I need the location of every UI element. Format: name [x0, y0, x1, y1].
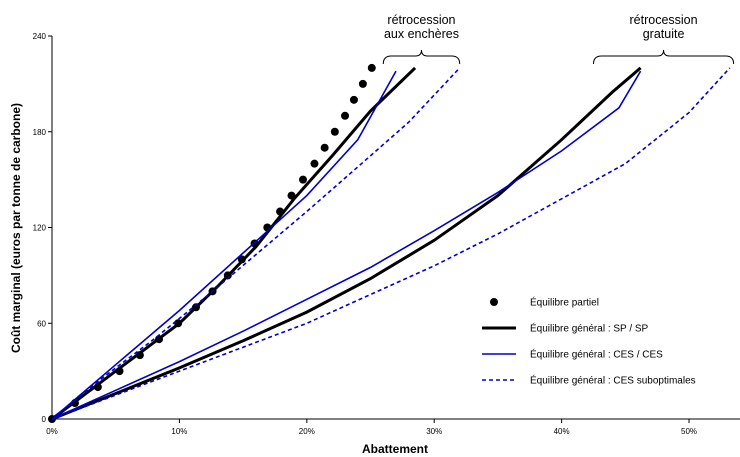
data-point: [298, 175, 307, 184]
series-line: [51, 67, 731, 420]
axes: [48, 35, 740, 423]
series-layer: [48, 63, 731, 423]
y-tick-label: 60: [37, 319, 46, 328]
series-0: [48, 63, 376, 423]
y-tick-label: 120: [33, 224, 47, 233]
series-2: [51, 70, 642, 420]
series-line: [51, 70, 642, 420]
x-tick-label: 40%: [554, 427, 570, 436]
annotation-text: rétrocession: [387, 13, 455, 27]
data-point: [367, 63, 376, 72]
legend-label: Équilibre partiel: [530, 296, 599, 309]
x-tick-label: 20%: [299, 427, 315, 436]
x-tick-label: 10%: [171, 427, 187, 436]
series-line: [51, 67, 461, 420]
x-tick-label: 30%: [426, 427, 442, 436]
y-axis-title: Coût marginal (euros par tonne de carbon…: [9, 103, 23, 353]
annotation-bracket: [592, 49, 735, 65]
legend-item: Équilibre partiel: [490, 296, 599, 309]
y-tick-label: 180: [33, 128, 47, 137]
tick-labels: 0 60 120 180 240 0% 10% 20% 30% 40% 50%: [33, 32, 697, 436]
x-tick-label: 0%: [46, 427, 58, 436]
y-tick-label: 240: [33, 32, 47, 41]
annotation-text: aux enchères: [384, 27, 459, 41]
y-tick-label: 0: [42, 415, 47, 424]
data-point: [330, 127, 339, 136]
annotation-text: rétrocession: [630, 13, 698, 27]
annotation-bracket: [382, 49, 461, 65]
legend: Équilibre partiel Équilibre général : SP …: [482, 296, 696, 387]
data-point: [349, 95, 358, 104]
series-line: [51, 70, 397, 420]
series-1: [51, 66, 642, 421]
data-point: [320, 143, 329, 152]
series-line: [51, 66, 417, 421]
x-axis-title: Abattement: [362, 442, 428, 456]
legend-marker: [490, 298, 498, 306]
legend-label: Équilibre général : CES / CES: [530, 348, 663, 361]
series-3: [51, 67, 731, 420]
legend-label: Équilibre général : SP / SP: [530, 322, 649, 335]
legend-item: Équilibre général : SP / SP: [482, 322, 649, 335]
legend-item: Équilibre général : CES / CES: [482, 348, 663, 361]
legend-label: Équilibre général : CES suboptimales: [530, 374, 696, 387]
series-line: [51, 66, 642, 421]
legend-item: Équilibre général : CES suboptimales: [482, 374, 696, 387]
x-tick-label: 50%: [681, 427, 697, 436]
data-point: [358, 79, 367, 88]
annotation-text: gratuite: [643, 27, 685, 41]
data-point: [341, 111, 350, 120]
data-point: [310, 159, 319, 168]
